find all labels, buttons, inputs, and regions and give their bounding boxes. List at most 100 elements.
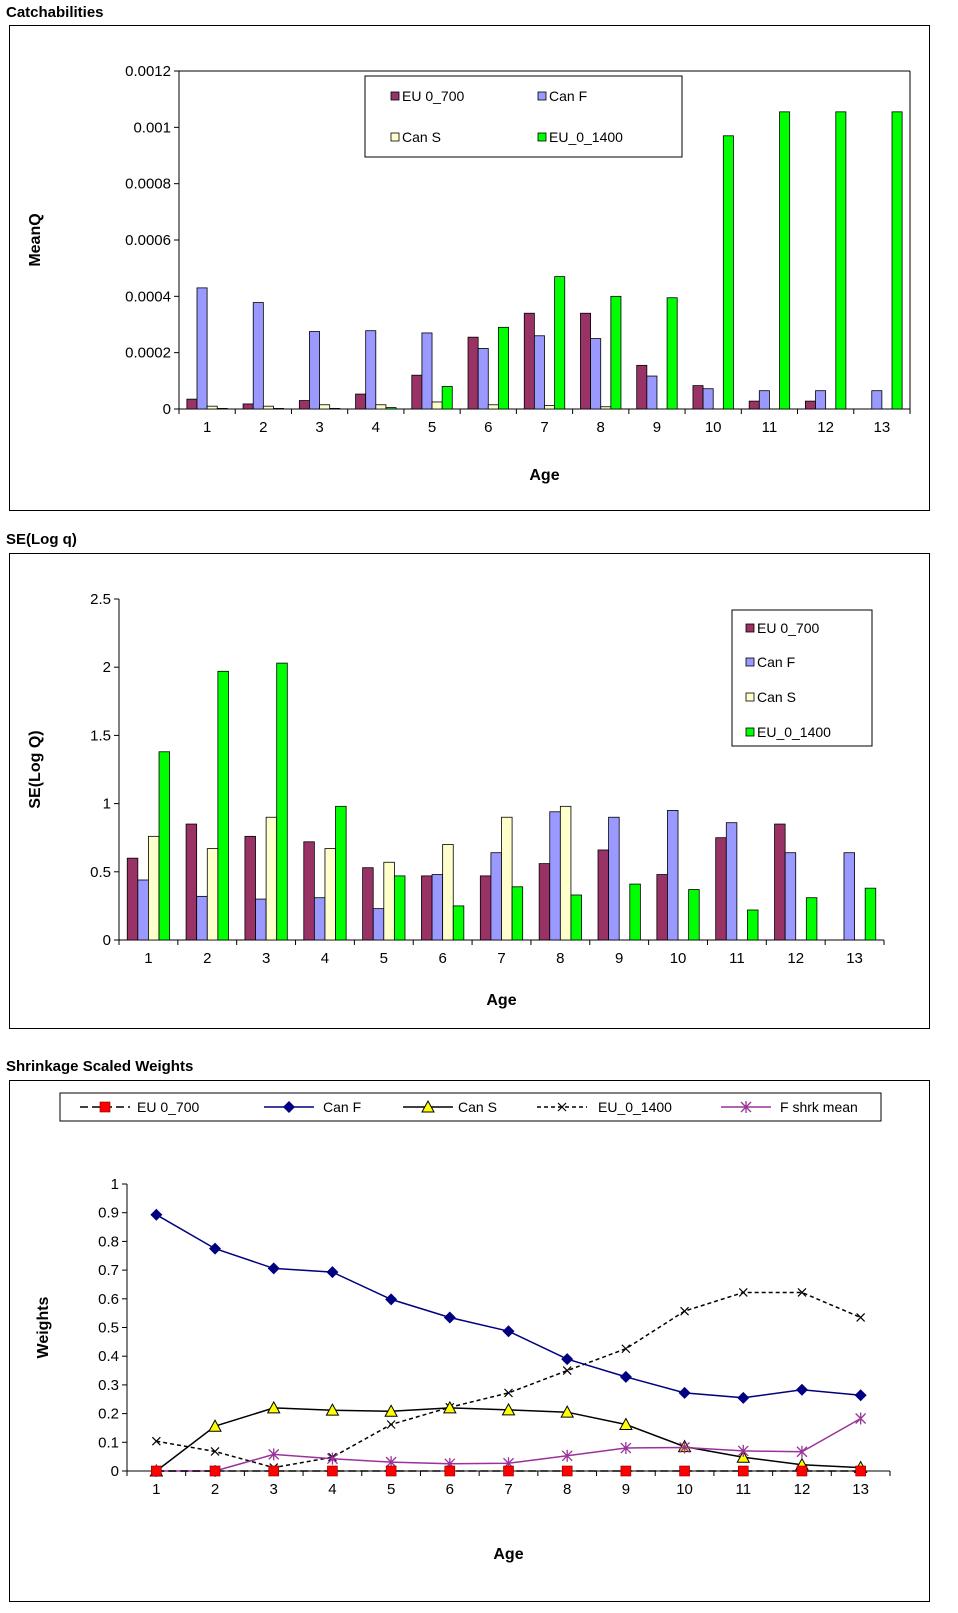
point-eu-0-700 <box>503 1465 514 1477</box>
point-can-f <box>678 1386 691 1399</box>
x-tick-label: 12 <box>794 1481 811 1498</box>
point-eu-0-1400 <box>504 1388 513 1398</box>
legend-label-can-s: Can S <box>757 689 796 705</box>
point-f-shrk-mean <box>796 1445 808 1458</box>
point-can-f <box>795 1383 808 1396</box>
point-eu-0-700 <box>385 1465 397 1477</box>
legend-marker-eu-0-700 <box>99 1101 111 1113</box>
bar-eu-0-700 <box>185 823 198 941</box>
x-tick-label: 9 <box>653 419 661 436</box>
y-tick-label: 0 <box>103 932 111 949</box>
se-log-q-title: SE(Log q) <box>6 531 77 548</box>
y-tick-label: 0.0012 <box>125 63 171 80</box>
bar-eu-0-1400 <box>217 670 229 941</box>
bar-eu-0-1400 <box>570 894 582 941</box>
bar-can-f <box>313 897 326 941</box>
x-tick-label: 3 <box>262 950 270 967</box>
catchabilities-title: Catchabilities <box>6 4 104 21</box>
y-tick-label: 0.8 <box>98 1233 119 1250</box>
x-tick-label: 2 <box>211 1481 219 1498</box>
bar-eu-0-1400 <box>722 135 734 410</box>
bar-can-f <box>431 874 444 941</box>
shrinkage-svg: 00.10.20.30.40.50.60.70.80.911 2 3 4 5 6 7 8 9 10… <box>35 1092 891 1563</box>
bar-eu-0-700 <box>303 841 315 941</box>
bar-can-f <box>815 390 827 410</box>
point-can-s <box>325 1403 340 1416</box>
y-axis-title: Weights <box>35 1296 52 1358</box>
bar-can-s <box>206 848 219 941</box>
legend-label-can-f: Can F <box>549 88 587 104</box>
bar-can-s <box>265 816 278 941</box>
bar-eu-0-1400 <box>779 111 791 410</box>
point-eu-0-700 <box>151 1465 162 1477</box>
bar-eu-0-1400 <box>276 662 288 941</box>
legend-label-can-s: Can S <box>402 129 441 145</box>
point-f-shrk-mean <box>855 1412 867 1425</box>
bar-eu-0-1400 <box>554 276 566 410</box>
x-tick-label: 5 <box>428 419 436 436</box>
legend-label-eu-0-700: EU 0_700 <box>137 1099 199 1115</box>
bar-can-f <box>549 811 561 941</box>
x-tick-label: 1 <box>144 950 152 967</box>
bar-eu-0-1400 <box>891 111 903 410</box>
bar-can-f <box>477 348 489 410</box>
bar-eu-0-700 <box>186 398 198 410</box>
point-can-s <box>501 1402 516 1416</box>
x-tick-label: 8 <box>597 419 605 436</box>
point-can-s <box>208 1419 222 1432</box>
legend-swatch-can-s <box>745 692 755 702</box>
legend-swatch-can-s <box>390 132 400 142</box>
x-tick-label: 9 <box>615 950 623 967</box>
point-eu-0-1400 <box>210 1447 220 1456</box>
bar-eu-0-700 <box>242 403 254 410</box>
bar-can-f <box>421 332 433 410</box>
bar-eu-0-1400 <box>335 805 347 941</box>
point-eu-0-700 <box>268 1465 280 1477</box>
bar-eu-0-700 <box>244 835 256 941</box>
bar-eu-0-700 <box>411 374 423 410</box>
x-axis-title: Age <box>529 467 559 484</box>
bar-can-f <box>533 335 545 410</box>
bar-can-f <box>137 879 149 941</box>
bar-can-s <box>319 404 331 410</box>
y-tick-label: 1 <box>111 1176 119 1193</box>
y-tick-label: 0.1 <box>98 1434 119 1451</box>
y-tick-label: 0.2 <box>98 1406 119 1423</box>
bar-can-s <box>431 401 443 410</box>
point-eu-0-700 <box>855 1465 866 1477</box>
point-can-s <box>442 1400 457 1414</box>
x-tick-label: 6 <box>446 1481 454 1498</box>
bar-eu-0-1400 <box>441 386 453 410</box>
point-eu-0-700 <box>561 1465 573 1477</box>
bar-can-f <box>590 338 602 410</box>
y-tick-label: 0.3 <box>98 1377 119 1394</box>
bar-can-f <box>702 388 714 410</box>
y-tick-label: 1.5 <box>90 727 111 744</box>
bar-eu-0-700 <box>805 400 816 410</box>
point-eu-0-1400 <box>151 1436 161 1446</box>
x-tick-label: 8 <box>563 1481 571 1498</box>
bar-can-f <box>646 375 658 410</box>
y-tick-label: 0.7 <box>98 1262 119 1279</box>
bar-can-f <box>490 852 502 941</box>
legend-marker-f-shrk-mean <box>740 1101 752 1113</box>
point-f-shrk-mean <box>268 1448 280 1461</box>
point-can-f <box>443 1311 456 1324</box>
point-can-f <box>619 1370 632 1383</box>
x-tick-label: 5 <box>380 950 388 967</box>
bar-can-f <box>255 898 267 941</box>
point-can-f <box>267 1262 280 1275</box>
x-tick-label: 7 <box>540 419 548 436</box>
x-tick-label: 10 <box>676 1481 693 1498</box>
x-tick-label: 4 <box>328 1481 336 1498</box>
bar-eu-0-1400 <box>688 889 700 941</box>
x-tick-label: 2 <box>259 419 267 436</box>
bar-eu-0-1400 <box>497 326 509 410</box>
bar-can-f <box>608 816 620 941</box>
bar-eu-0-1400 <box>511 886 524 941</box>
y-axis-title: MeanQ <box>27 213 44 266</box>
line-eu-0-1400 <box>156 1291 861 1469</box>
x-tick-label: 3 <box>315 419 323 436</box>
x-tick-label: 7 <box>497 950 505 967</box>
